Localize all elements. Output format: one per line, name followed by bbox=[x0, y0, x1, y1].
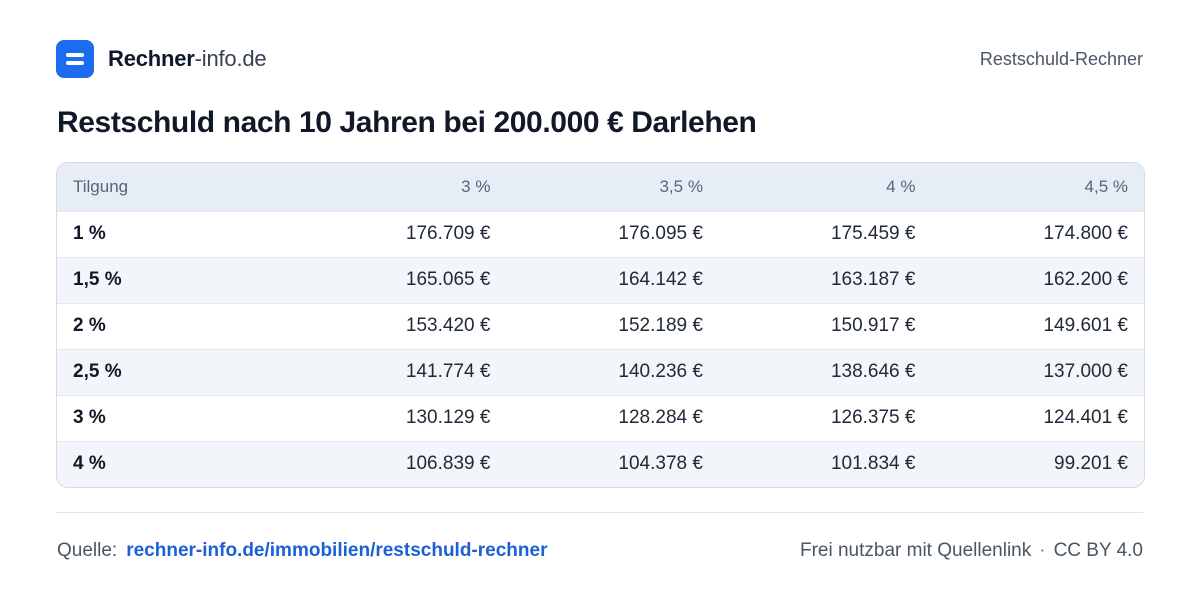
page-label: Restschuld-Rechner bbox=[979, 48, 1143, 69]
table-cell: 163.187 € bbox=[830, 269, 916, 290]
table-cell: 174.800 € bbox=[1043, 223, 1128, 244]
table-cell: 149.601 € bbox=[1043, 315, 1128, 336]
license-name: CC BY 4.0 bbox=[1053, 540, 1143, 561]
source-label: Quelle: bbox=[57, 540, 118, 561]
column-header-rate-4: 4 % bbox=[886, 176, 916, 196]
table-row: 2,5 % 141.774 € 140.236 € 138.646 € 137.… bbox=[57, 349, 1144, 395]
footer-divider bbox=[56, 512, 1143, 513]
column-header-rate-3: 3 % bbox=[461, 176, 491, 196]
table-cell: 128.284 € bbox=[618, 407, 703, 428]
column-header-rate-3-5: 3,5 % bbox=[659, 176, 703, 196]
row-label: 1 % bbox=[73, 223, 106, 244]
row-label: 2,5 % bbox=[73, 361, 122, 382]
header: Rechner-info.de Restschuld-Rechner bbox=[56, 40, 1143, 78]
row-label: 4 % bbox=[73, 453, 106, 475]
table-row: 2 % 153.420 € 152.189 € 150.917 € 149.60… bbox=[57, 303, 1144, 349]
brand[interactable]: Rechner-info.de bbox=[56, 40, 267, 78]
row-label: 1,5 % bbox=[73, 269, 122, 290]
table-cell: 150.917 € bbox=[830, 315, 916, 336]
column-header-tilgung: Tilgung bbox=[73, 176, 129, 196]
table-cell: 153.420 € bbox=[405, 315, 491, 336]
table-cell: 99.201 € bbox=[1054, 453, 1128, 475]
row-label: 2 % bbox=[73, 315, 106, 336]
table-cell: 162.200 € bbox=[1043, 269, 1128, 290]
table-cell: 137.000 € bbox=[1043, 361, 1128, 382]
table-cell: 104.378 € bbox=[618, 453, 703, 475]
table-cell: 141.774 € bbox=[405, 361, 491, 382]
brand-name-light: -info.de bbox=[194, 46, 267, 71]
logo-bar-top bbox=[66, 53, 84, 57]
table-cell: 126.375 € bbox=[830, 407, 916, 428]
table-cell: 176.095 € bbox=[618, 223, 703, 244]
footer: Quelle: rechner-info.de/immobilien/restsc… bbox=[57, 538, 1143, 564]
page-title: Restschuld nach 10 Jahren bei 200.000 € … bbox=[57, 106, 757, 139]
table-row: 1 % 176.709 € 176.095 € 175.459 € 174.80… bbox=[57, 211, 1144, 257]
logo-bar-bottom bbox=[66, 61, 84, 65]
table-cell: 130.129 € bbox=[405, 407, 491, 428]
table-cell: 124.401 € bbox=[1043, 407, 1128, 428]
table-cell: 106.839 € bbox=[405, 453, 491, 475]
table-row: 4 % 106.839 € 104.378 € 101.834 € 99.201… bbox=[57, 441, 1144, 487]
table-cell: 176.709 € bbox=[405, 223, 491, 244]
table-cell: 165.065 € bbox=[405, 269, 491, 290]
logo-icon bbox=[56, 40, 94, 78]
license-separator: · bbox=[1039, 540, 1046, 561]
table-cell: 140.236 € bbox=[618, 361, 703, 382]
table-cell: 152.189 € bbox=[618, 315, 703, 336]
table-row: 1,5 % 165.065 € 164.142 € 163.187 € 162.… bbox=[57, 257, 1144, 303]
row-label: 3 % bbox=[73, 407, 106, 428]
table-row: 3 % 130.129 € 128.284 € 126.375 € 124.40… bbox=[57, 395, 1144, 441]
table-header-row: Tilgung 3 % 3,5 % 4 % 4,5 % bbox=[57, 163, 1144, 211]
license-text: Frei nutzbar mit Quellenlink bbox=[799, 540, 1032, 561]
table-cell: 164.142 € bbox=[618, 269, 703, 290]
table-cell: 101.834 € bbox=[830, 453, 916, 475]
brand-name-bold: Rechner bbox=[108, 46, 195, 71]
license: Frei nutzbar mit Quellenlink · CC BY 4.0 bbox=[800, 540, 1143, 562]
column-header-rate-4-5: 4,5 % bbox=[1084, 176, 1128, 196]
table-cell: 138.646 € bbox=[830, 361, 916, 382]
brand-name: Rechner-info.de bbox=[108, 46, 267, 72]
source-link[interactable]: rechner-info.de/immobilien/restschuld-re… bbox=[126, 540, 548, 561]
source: Quelle: rechner-info.de/immobilien/restsc… bbox=[57, 540, 547, 562]
table-cell: 175.459 € bbox=[830, 223, 916, 244]
restschuld-table: Tilgung 3 % 3,5 % 4 % 4,5 % 1 % 176.709 … bbox=[57, 163, 1144, 487]
data-table: Tilgung 3 % 3,5 % 4 % 4,5 % 1 % 176.709 … bbox=[56, 162, 1145, 488]
